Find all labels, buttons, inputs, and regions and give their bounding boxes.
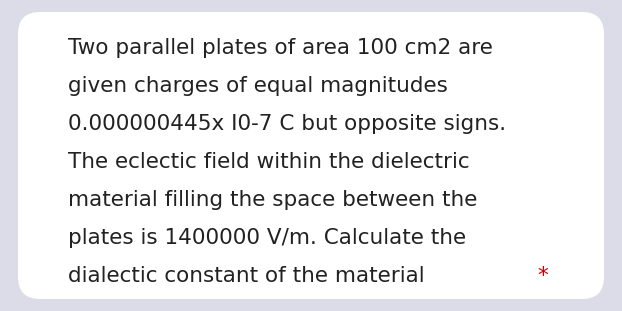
Text: *: * — [537, 266, 548, 286]
Text: 0.000000445x I0-7 C but opposite signs.: 0.000000445x I0-7 C but opposite signs. — [68, 114, 506, 134]
Text: given charges of equal magnitudes: given charges of equal magnitudes — [68, 76, 448, 96]
FancyBboxPatch shape — [18, 12, 604, 299]
Text: material filling the space between the: material filling the space between the — [68, 190, 477, 210]
Text: dialectic constant of the material: dialectic constant of the material — [68, 266, 432, 286]
Text: Two parallel plates of area 100 cm2 are: Two parallel plates of area 100 cm2 are — [68, 38, 493, 58]
Text: plates is 1400000 V/m. Calculate the: plates is 1400000 V/m. Calculate the — [68, 228, 466, 248]
Text: The eclectic field within the dielectric: The eclectic field within the dielectric — [68, 152, 470, 172]
